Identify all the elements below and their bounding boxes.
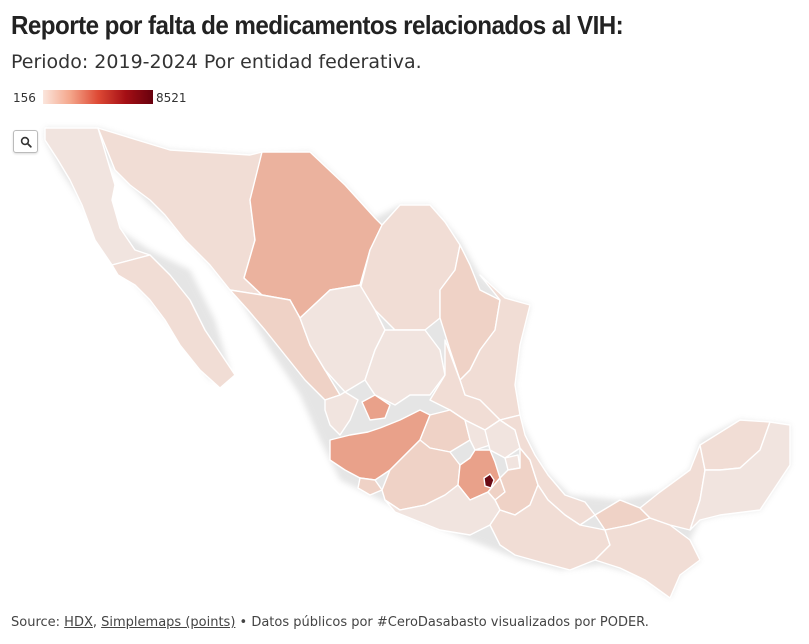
state-nayarit[interactable]: [324, 391, 359, 436]
source-link-hdx[interactable]: HDX: [64, 615, 93, 630]
search-icon: [20, 136, 32, 148]
state-queretaro[interactable]: [464, 419, 491, 451]
state-veracruz[interactable]: [499, 414, 596, 526]
legend-min-label: 156: [13, 91, 36, 105]
legend-max-label: 8521: [156, 91, 187, 105]
mexico-choropleth-map: [44, 127, 791, 599]
source-separator: ,: [92, 615, 102, 630]
legend-gradient-bar: [43, 90, 153, 104]
source-suffix: • Datos públicos por #CeroDasabasto visu…: [235, 615, 649, 630]
page-title: Reporte por falta de medicamentos relaci…: [11, 10, 624, 40]
state-guerrero[interactable]: [384, 484, 501, 536]
page-subtitle: Periodo: 2019-2024 Por entidad federativ…: [11, 51, 422, 73]
state-colima[interactable]: [357, 477, 383, 496]
source-prefix: Source:: [11, 615, 65, 630]
map-search-button[interactable]: [13, 130, 38, 153]
state-shapes: [44, 127, 791, 599]
state-zacatecas[interactable]: [364, 329, 446, 406]
source-link-simplemaps[interactable]: Simplemaps (points): [101, 615, 236, 630]
source-credit: Source: HDX, Simplemaps (points) • Datos…: [11, 615, 649, 630]
state-quintana-roo[interactable]: [689, 421, 791, 531]
state-aguascalientes[interactable]: [361, 394, 391, 421]
state-baja-california-sur[interactable]: [111, 254, 236, 389]
state-cdmx[interactable]: [483, 473, 495, 489]
